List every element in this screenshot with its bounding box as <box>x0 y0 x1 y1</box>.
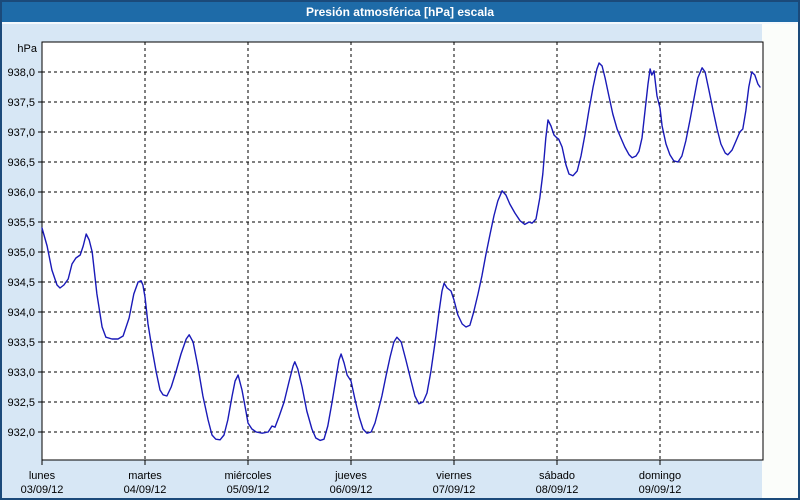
x-date-label: 09/09/12 <box>639 484 682 496</box>
plot-border <box>41 41 764 461</box>
y-tick-label: 932,5 <box>7 397 35 409</box>
x-date-label: 06/09/12 <box>330 484 373 496</box>
x-date-label: 04/09/12 <box>124 484 167 496</box>
x-day-label: lunes <box>29 470 56 482</box>
x-date-label: 08/09/12 <box>536 484 579 496</box>
x-day-label: jueves <box>334 470 367 482</box>
x-date-label: 05/09/12 <box>227 484 270 496</box>
y-tick-label: 933,0 <box>7 367 35 379</box>
x-day-label: domingo <box>639 470 681 482</box>
pressure-line <box>41 62 761 442</box>
y-tick-label: 935,0 <box>7 247 35 259</box>
y-tick-label: 934,0 <box>7 307 35 319</box>
x-date-label: 07/09/12 <box>433 484 476 496</box>
y-tick-label: 936,5 <box>7 157 35 169</box>
y-tick-label: 933,5 <box>7 337 35 349</box>
y-tick-label: 937,5 <box>7 97 35 109</box>
y-tick-label: 934,5 <box>7 277 35 289</box>
right-margin <box>762 24 798 498</box>
x-day-label: martes <box>128 470 162 482</box>
y-tick-label: 935,5 <box>7 217 35 229</box>
y-tick-label: 938,0 <box>7 67 35 79</box>
x-day-label: viernes <box>436 470 472 482</box>
title-bar: Presión atmosférica [hPa] escala <box>2 2 798 24</box>
y-tick-label: 932,0 <box>7 427 35 439</box>
y-tick-label: 936,0 <box>7 187 35 199</box>
x-day-label: miércoles <box>224 470 272 482</box>
y-unit-label: hPa <box>17 43 37 55</box>
chart-title: Presión atmosférica [hPa] escala <box>305 5 495 19</box>
y-tick-label: 937,0 <box>7 127 35 139</box>
x-date-label: 03/09/12 <box>21 484 64 496</box>
x-day-label: sábado <box>539 470 575 482</box>
plot-area <box>42 42 763 460</box>
